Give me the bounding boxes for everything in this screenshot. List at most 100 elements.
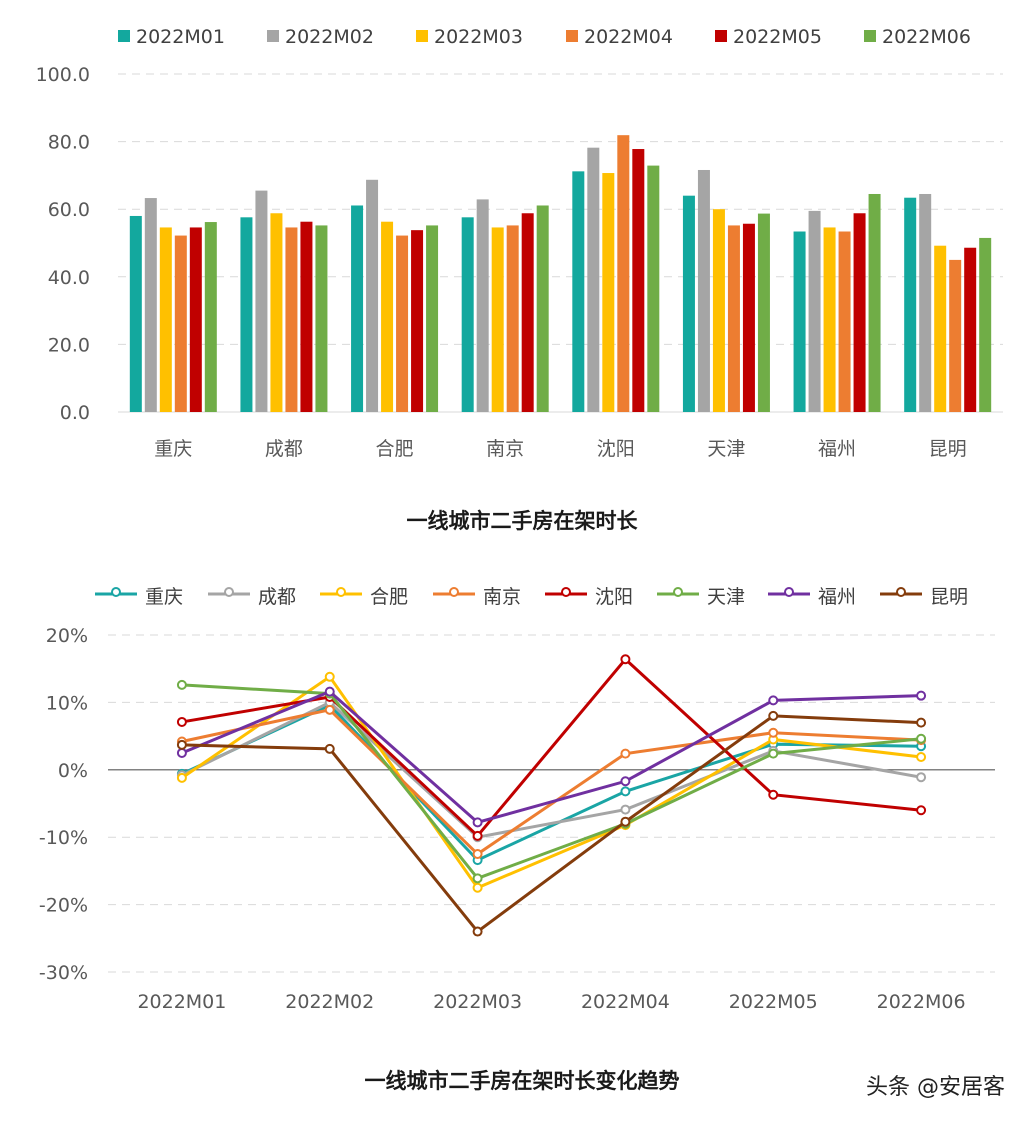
bar-昆明-2022M06 <box>979 237 992 412</box>
bar-沈阳-2022M06 <box>647 165 660 412</box>
bar-合肥-2022M02 <box>366 179 379 412</box>
bar-沈阳-2022M02 <box>587 147 600 412</box>
bar-天津-2022M04 <box>727 225 740 412</box>
point-昆明-2022M01 <box>176 739 187 750</box>
legend-marker <box>896 587 906 597</box>
point-福州-2022M04 <box>620 776 631 787</box>
legend-swatch <box>267 30 279 42</box>
legend-label: 福州 <box>818 586 856 608</box>
bar-重庆-2022M04 <box>174 235 187 412</box>
legend-label: 沈阳 <box>595 586 633 608</box>
y-tick-label: 60.0 <box>48 199 90 221</box>
point-福州-2022M06 <box>916 690 927 701</box>
bar-福州-2022M02 <box>808 210 821 412</box>
x-tick-label: 成都 <box>265 438 303 460</box>
y-tick-label: 10% <box>46 692 88 714</box>
point-合肥-2022M06 <box>916 751 927 762</box>
legend-marker <box>336 587 346 597</box>
bar-福州-2022M04 <box>838 231 851 412</box>
bar-南京-2022M02 <box>476 199 489 412</box>
y-tick-label: -30% <box>39 962 88 984</box>
bar-成都-2022M05 <box>300 221 313 412</box>
x-tick-label: 2022M05 <box>729 991 818 1013</box>
point-成都-2022M04 <box>620 804 631 815</box>
x-tick-label: 昆明 <box>929 438 967 460</box>
y-tick-label: -10% <box>39 827 88 849</box>
x-tick-label: 合肥 <box>376 438 414 460</box>
legend-label: 2022M03 <box>434 26 523 48</box>
y-tick-label: -20% <box>39 895 88 917</box>
x-tick-label: 2022M04 <box>581 991 670 1013</box>
bar-chart: 0.0 20.0 40.0 60.0 80.0 100.0 重庆 成都 合肥 南京 沈阳 天津 福州 昆明… <box>36 26 1003 460</box>
point-南京-2022M04 <box>620 748 631 759</box>
x-tick-label: 天津 <box>707 438 745 460</box>
legend-marker <box>673 587 683 597</box>
x-tick-label: 2022M01 <box>137 991 226 1013</box>
point-重庆-2022M04 <box>620 786 631 797</box>
bar-沈阳-2022M03 <box>602 173 615 412</box>
y-tick-label: 20% <box>46 625 88 647</box>
bar-重庆-2022M05 <box>189 227 202 412</box>
bar-成都-2022M04 <box>285 227 298 412</box>
bar-南京-2022M05 <box>521 213 534 412</box>
legend-label: 南京 <box>483 586 521 608</box>
legend-swatch <box>715 30 727 42</box>
line-chart: -30% -20% -10% 0% 10% 20% 2022M01 2022M02 2022M0… <box>39 586 995 1013</box>
bar-chart-title: 一线城市二手房在架时长 <box>407 509 639 533</box>
legend-marker <box>224 587 234 597</box>
y-tick-label: 0% <box>58 760 88 782</box>
legend-label: 成都 <box>258 586 296 608</box>
x-tick-label: 福州 <box>818 438 856 460</box>
bar-重庆-2022M03 <box>159 227 172 412</box>
legend-label: 2022M05 <box>733 26 822 48</box>
line-chart-title: 一线城市二手房在架时长变化趋势 <box>365 1069 680 1093</box>
point-沈阳-2022M04 <box>620 654 631 665</box>
legend-label: 2022M06 <box>882 26 971 48</box>
bar-沈阳-2022M01 <box>572 171 585 412</box>
bar-南京-2022M04 <box>506 225 519 412</box>
point-天津-2022M05 <box>768 748 779 759</box>
x-tick-label: 2022M06 <box>877 991 966 1013</box>
point-昆明-2022M05 <box>768 710 779 721</box>
point-昆明-2022M03 <box>472 926 483 937</box>
bar-福州-2022M03 <box>823 227 836 412</box>
bar-重庆-2022M01 <box>129 215 142 412</box>
point-南京-2022M05 <box>768 727 779 738</box>
point-福州-2022M02 <box>324 686 335 697</box>
bar-成都-2022M02 <box>255 190 268 412</box>
y-tick-label: 100.0 <box>36 64 90 86</box>
bar-天津-2022M01 <box>682 195 695 412</box>
y-tick-label: 20.0 <box>48 334 90 356</box>
legend-marker <box>449 587 459 597</box>
x-tick-label: 2022M03 <box>433 991 522 1013</box>
point-昆明-2022M02 <box>324 743 335 754</box>
bar-天津-2022M03 <box>712 209 725 412</box>
bar-天津-2022M02 <box>697 169 710 412</box>
bar-南京-2022M03 <box>491 227 504 412</box>
point-沈阳-2022M06 <box>916 805 927 816</box>
legend-swatch <box>864 30 876 42</box>
point-南京-2022M03 <box>472 849 483 860</box>
legend-label: 重庆 <box>145 586 183 608</box>
watermark: 头条 @安居客 <box>866 1075 1005 1100</box>
bar-昆明-2022M02 <box>919 193 932 412</box>
legend-marker <box>784 587 794 597</box>
series-line-南京 <box>181 708 922 856</box>
bar-南京-2022M06 <box>536 205 549 412</box>
bar-重庆-2022M02 <box>144 198 157 412</box>
point-合肥-2022M03 <box>472 882 483 893</box>
series-line-福州 <box>181 689 922 825</box>
legend-label: 2022M01 <box>136 26 225 48</box>
bar-合肥-2022M06 <box>426 225 439 412</box>
point-合肥-2022M02 <box>324 671 335 682</box>
bar-昆明-2022M03 <box>934 245 947 412</box>
legend-swatch <box>566 30 578 42</box>
legend-label: 昆明 <box>930 586 968 608</box>
point-南京-2022M02 <box>324 704 335 715</box>
bar-沈阳-2022M05 <box>632 149 645 412</box>
point-沈阳-2022M03 <box>472 830 483 841</box>
point-天津-2022M06 <box>916 733 927 744</box>
bar-昆明-2022M05 <box>964 247 977 412</box>
legend-label: 2022M04 <box>584 26 673 48</box>
